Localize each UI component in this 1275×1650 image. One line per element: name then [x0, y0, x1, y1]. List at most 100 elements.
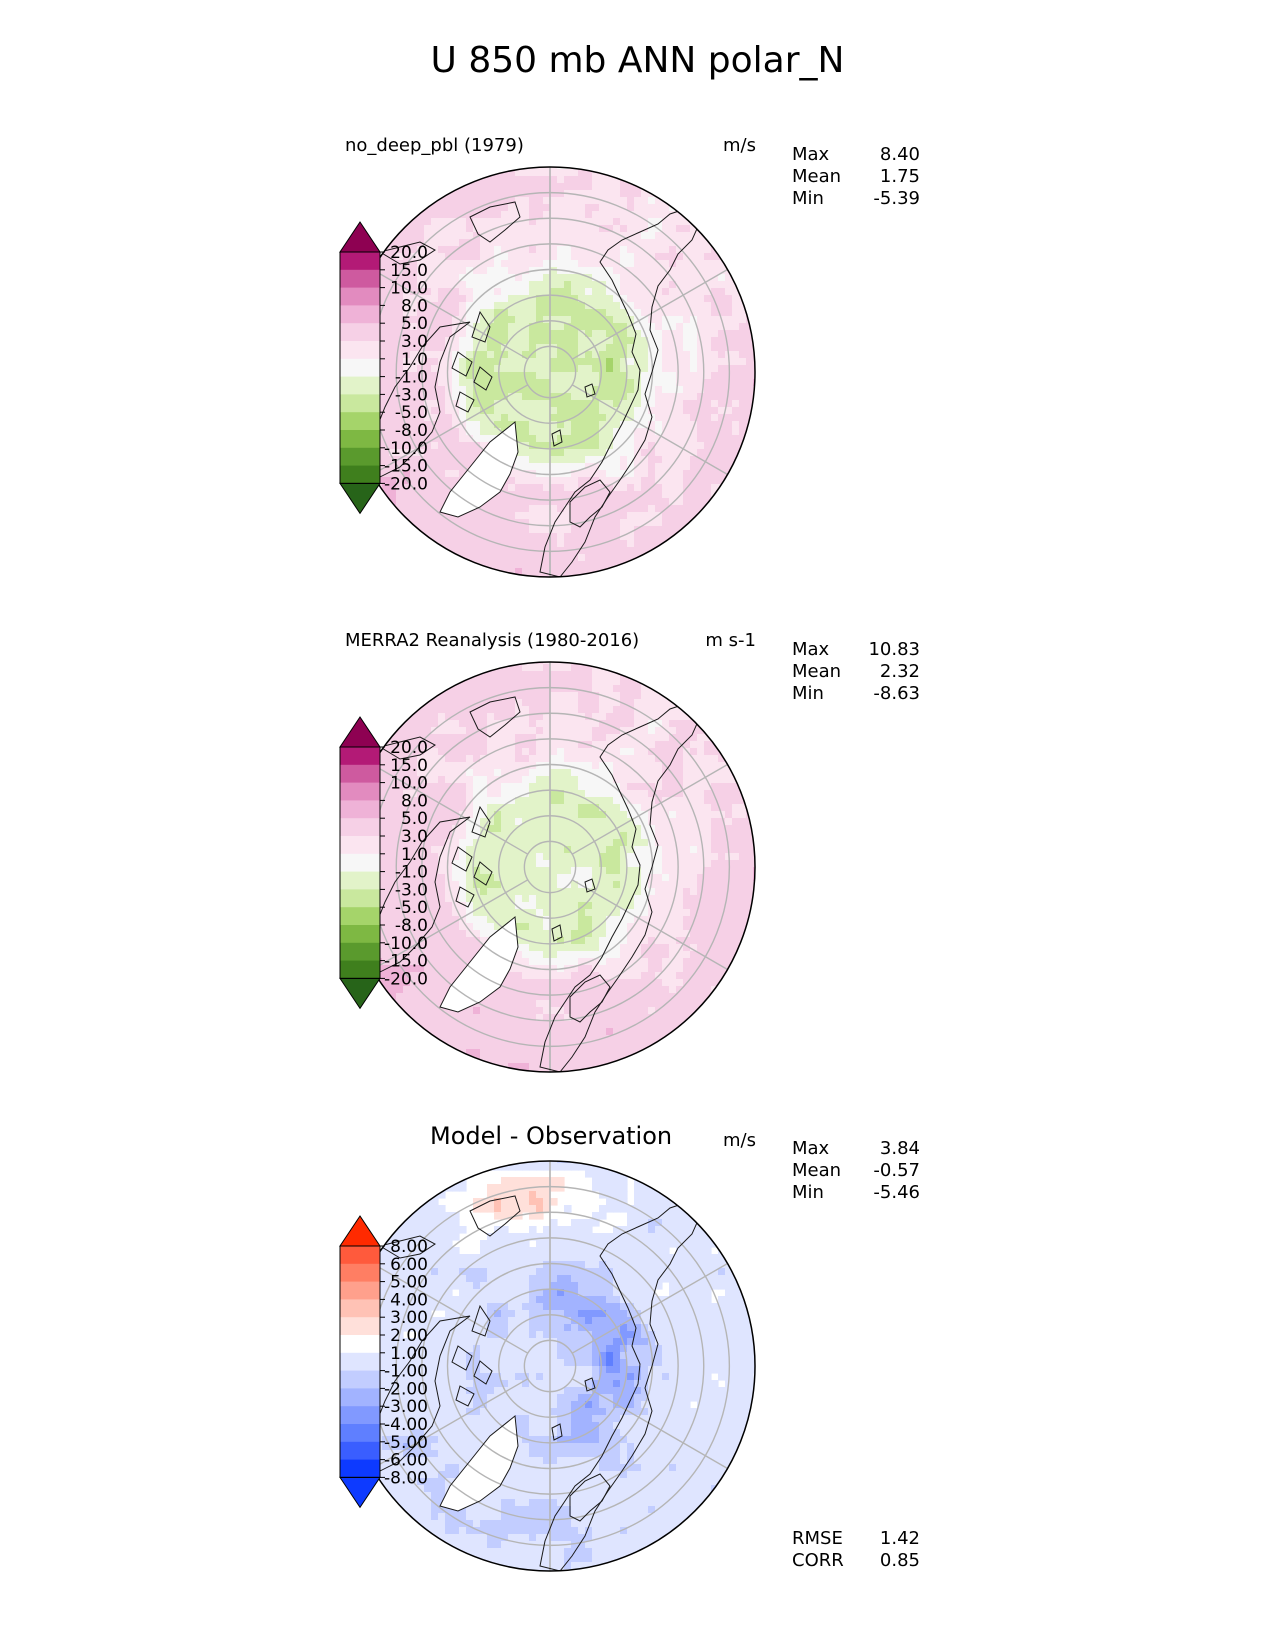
colorbar-segment — [340, 853, 380, 873]
stat-mean: Mean 1.75 — [792, 166, 920, 187]
colorbar-segment — [340, 376, 380, 395]
coastlines — [354, 201, 701, 577]
colorbar-segment — [340, 1441, 380, 1461]
panel-title-reference: MERRA2 Reanalysis (1980-2016) — [345, 630, 640, 651]
colorbar-tick-label: 10.0 — [390, 774, 428, 794]
units-label-difference: m/s — [723, 1130, 756, 1151]
stat-mean: Mean 2.32 — [792, 661, 920, 682]
panel-title-difference: Model - Observation — [430, 1122, 673, 1150]
stats-difference: Max 3.84 Mean -0.57 Min -5.46 — [792, 1138, 920, 1204]
colorbar-segment — [340, 1459, 380, 1478]
colorbar-extend-max — [339, 1215, 381, 1247]
colorbar-segment — [340, 341, 380, 360]
colorbar-tick-label: -10.0 — [384, 934, 428, 954]
colorbar-segment — [340, 1317, 380, 1336]
coastlines — [354, 1195, 701, 1571]
colorbar-tick-label: -5.0 — [395, 898, 428, 918]
colorbar-tick-label: 6.00 — [390, 1255, 428, 1275]
colorbar-test: 20.015.010.08.05.03.01.0-1.0-3.0-5.0-8.0… — [339, 221, 428, 515]
colorbar-segment — [340, 871, 380, 890]
colorbar-tick-label: -3.0 — [395, 385, 428, 405]
colorbar-tick-label: 1.00 — [390, 1344, 428, 1364]
stat-min: Min -5.39 — [792, 188, 920, 209]
colorbar-segment — [340, 782, 380, 801]
panel-difference: Model - Observation m/s Max 3.84 Mean -0.5… — [0, 1120, 1275, 1590]
colorbar-tick-label: 2.00 — [390, 1326, 428, 1346]
colorbar-tick-label: -20.0 — [384, 969, 428, 989]
colorbar-segment — [340, 960, 380, 979]
greenland-fill — [440, 917, 518, 1012]
stat-corr: CORR 0.85 — [792, 1550, 920, 1571]
stats-rmse-corr: RMSE 1.42 CORR 0.85 — [792, 1528, 920, 1572]
colorbar-extend-max — [339, 221, 381, 253]
stat-rmse: RMSE 1.42 — [792, 1528, 920, 1549]
colorbar-segment — [340, 1424, 380, 1443]
colorbar-segment — [340, 323, 380, 342]
panel-reference: MERRA2 Reanalysis (1980-2016) m s-1 Max 1… — [0, 625, 1275, 1085]
colorbar-segment — [340, 358, 380, 378]
colorbar-tick-label: 4.00 — [390, 1290, 428, 1310]
stat-min: Min -5.46 — [792, 1182, 920, 1203]
colorbar-tick-label: 5.0 — [401, 809, 428, 829]
colorbar-tick-label: -5.00 — [384, 1433, 428, 1453]
polar-map-difference — [344, 1160, 756, 1572]
colorbar-tick-label: 8.00 — [390, 1237, 428, 1257]
panel-title-test: no_deep_pbl (1979) — [345, 135, 524, 156]
colorbar-tick-label: 8.0 — [401, 296, 428, 316]
colorbar-tick-label: -3.00 — [384, 1397, 428, 1417]
colorbar-extend-min — [339, 1476, 381, 1509]
colorbar-tick-label: -5.0 — [395, 403, 428, 423]
stats-reference: Max 10.83 Mean 2.32 Min -8.63 — [792, 639, 920, 705]
colorbar-tick-label: 3.0 — [401, 332, 428, 352]
colorbar-segment — [340, 1352, 380, 1372]
colorbar-tick-label: 5.00 — [390, 1273, 428, 1293]
colorbar-tick-label: 5.0 — [401, 314, 428, 334]
colorbar-extend-max — [339, 716, 381, 748]
colorbar-segment — [340, 818, 380, 837]
colorbar-segment — [340, 269, 380, 289]
colorbar-segment — [340, 1246, 380, 1265]
colorbar-segment — [340, 942, 380, 962]
colorbar-segment — [340, 1388, 380, 1407]
colorbar-tick-label: -1.00 — [384, 1362, 428, 1382]
colorbar-tick-label: 15.0 — [390, 261, 428, 281]
stat-mean: Mean -0.57 — [792, 1160, 920, 1181]
colorbar-tick-label: -1.0 — [395, 863, 428, 883]
units-label-test: m/s — [723, 135, 756, 156]
colorbar-reference: 20.015.010.08.05.03.01.0-1.0-3.0-5.0-8.0… — [339, 716, 428, 1010]
colorbar-tick-label: 20.0 — [390, 738, 428, 758]
colorbar-segment — [340, 1263, 380, 1283]
colorbar-tick-label: -2.00 — [384, 1379, 428, 1399]
colorbar-tick-label: 1.0 — [401, 350, 428, 370]
colorbar-segment — [340, 430, 380, 449]
greenland-fill — [440, 1416, 518, 1511]
greenland-fill — [440, 422, 518, 517]
colorbar-segment — [340, 800, 380, 819]
colorbar-tick-label: 15.0 — [390, 756, 428, 776]
colorbar-difference: 8.006.005.004.003.002.001.00-1.00-2.00-3… — [339, 1215, 428, 1509]
colorbar-segment — [340, 907, 380, 926]
colorbar-segment — [340, 447, 380, 467]
colorbar-segment — [340, 1335, 380, 1354]
colorbar-tick-label: -8.00 — [384, 1468, 428, 1488]
colorbar-extend-min — [339, 977, 381, 1010]
colorbar-segment — [340, 1370, 380, 1389]
colorbar-tick-label: 1.0 — [401, 845, 428, 865]
colorbar-segment — [340, 412, 380, 431]
colorbar-segment — [340, 747, 380, 766]
colorbar-tick-label: -20.0 — [384, 474, 428, 494]
colorbar-tick-label: -4.00 — [384, 1415, 428, 1435]
stat-min: Min -8.63 — [792, 683, 920, 704]
colorbar-tick-label: -3.0 — [395, 880, 428, 900]
colorbar-segment — [340, 287, 380, 306]
colorbar-tick-label: -1.0 — [395, 368, 428, 388]
polar-map-reference — [344, 661, 756, 1073]
colorbar-tick-label: 3.00 — [390, 1308, 428, 1328]
colorbar-segment — [340, 1406, 380, 1425]
panel-test: no_deep_pbl (1979) m/s Max 8.40 Mean 1.75 … — [0, 130, 1275, 590]
stat-max: Max 10.83 — [792, 639, 920, 660]
colorbar-segment — [340, 764, 380, 784]
stat-max: Max 3.84 — [792, 1138, 920, 1159]
colorbar-tick-label: -15.0 — [384, 457, 428, 477]
colorbar-segment — [340, 925, 380, 944]
